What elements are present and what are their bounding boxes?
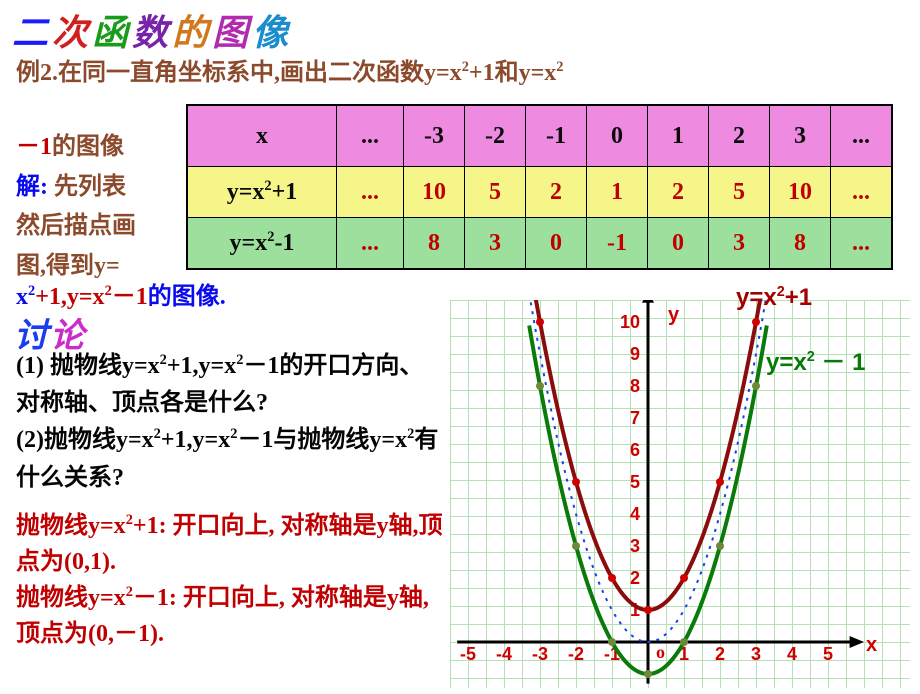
svg-text:o: o	[656, 642, 665, 662]
svg-text:4: 4	[630, 504, 640, 524]
continuation-line: x2+1,y=x2－1的图像.	[16, 276, 226, 311]
solution-steps: －1的图像 解: 先列表 然后描点画 图,得到y=	[16, 128, 186, 286]
answer-block: 抛物线y=x2+1: 开口向上, 对称轴是y轴,顶点为(0,1). 抛物线y=x…	[16, 508, 446, 652]
svg-text:-3: -3	[532, 644, 548, 664]
y-axis-label: y	[668, 304, 679, 327]
svg-text:4: 4	[787, 644, 797, 664]
x-axis-label: x	[866, 634, 877, 657]
main-title: 二次函数的图像	[12, 4, 920, 56]
svg-text:8: 8	[630, 376, 640, 396]
table-header-row: x...-3-2-10123...	[187, 105, 892, 167]
svg-text:2: 2	[715, 644, 725, 664]
svg-text:-2: -2	[568, 644, 584, 664]
curve2-formula: y=x2 － 1	[766, 342, 865, 377]
svg-text:10: 10	[620, 312, 640, 332]
curve1-formula: y=x2+1	[736, 284, 812, 312]
svg-text:3: 3	[751, 644, 761, 664]
table-row-2: y=x2-1...830-1038...	[187, 218, 892, 270]
svg-text:7: 7	[630, 408, 640, 428]
svg-text:-5: -5	[460, 644, 476, 664]
svg-text:9: 9	[630, 344, 640, 364]
svg-text:5: 5	[630, 472, 640, 492]
example-text: 例2.在同一直角坐标系中,画出二次函数y=x2+1和y=x2	[16, 58, 920, 89]
value-table: x...-3-2-10123... y=x2+1...105212510... …	[186, 104, 893, 270]
svg-text:2: 2	[630, 568, 640, 588]
svg-text:-4: -4	[496, 644, 512, 664]
svg-text:5: 5	[823, 644, 833, 664]
svg-text:3: 3	[630, 536, 640, 556]
svg-text:6: 6	[630, 440, 640, 460]
table-row-1: y=x2+1...105212510...	[187, 167, 892, 218]
question-block: (1) 抛物线y=x2+1,y=x2－1的开口方向、对称轴、顶点各是什么? (2…	[16, 348, 446, 497]
